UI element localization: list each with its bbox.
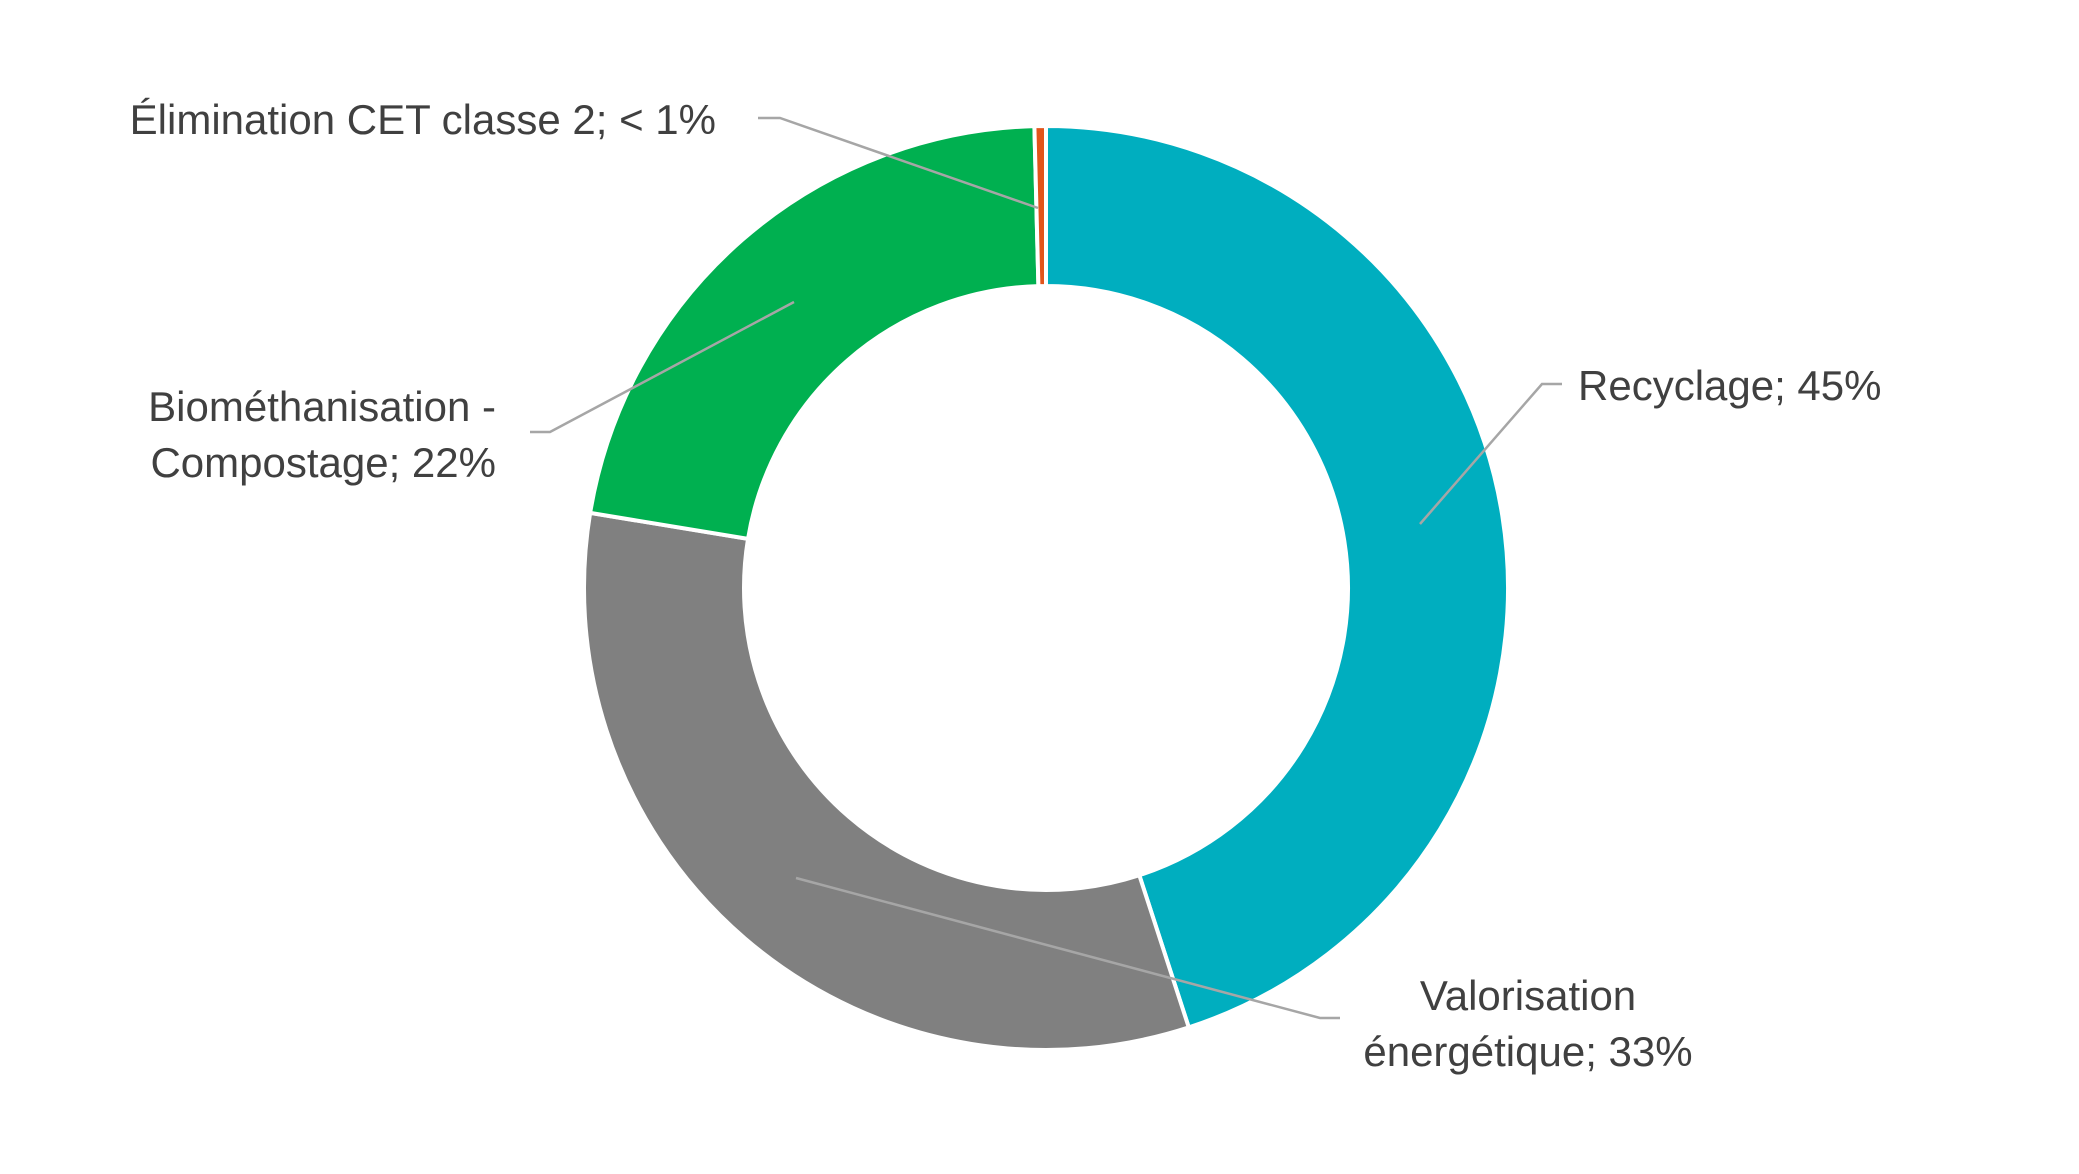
- data-label-line: Valorisation: [1420, 972, 1636, 1019]
- slice-biomethanisation-compostage: [587, 124, 1041, 542]
- chart-labels: Recyclage; 45% Valorisation énergétique; 3…: [130, 96, 1882, 1075]
- slice-recyclage: [1044, 123, 1510, 1030]
- leader-line-biomethanisation-compostage: [530, 300, 795, 434]
- data-label-elimination-cet-classe-2: Élimination CET classe 2; < 1%: [130, 96, 716, 143]
- slice-valorisation-energetique: [582, 510, 1192, 1052]
- slice-elimination-cet-classe-2: [1032, 123, 1048, 289]
- leader-line-valorisation-energetique: [795, 876, 1340, 1020]
- leader-line-recyclage: [1419, 382, 1562, 525]
- data-label-line: énergétique; 33%: [1363, 1028, 1692, 1075]
- data-label-biomethanisation-compostage: Biométhanisation - Compostage; 22%: [148, 383, 496, 486]
- data-label-line: Compostage; 22%: [150, 439, 496, 486]
- data-label-line: Élimination CET classe 2; < 1%: [130, 96, 716, 143]
- chart-leader-lines: [530, 116, 1562, 1020]
- data-label-line: Recyclage; 45%: [1578, 362, 1882, 409]
- data-label-valorisation-energetique: Valorisation énergétique; 33%: [1363, 972, 1692, 1075]
- data-label-recyclage: Recyclage; 45%: [1578, 362, 1882, 409]
- chart-slices: [582, 123, 1510, 1052]
- data-label-line: Biométhanisation -: [148, 383, 496, 430]
- leader-line-elimination-cet-classe-2: [758, 116, 1039, 210]
